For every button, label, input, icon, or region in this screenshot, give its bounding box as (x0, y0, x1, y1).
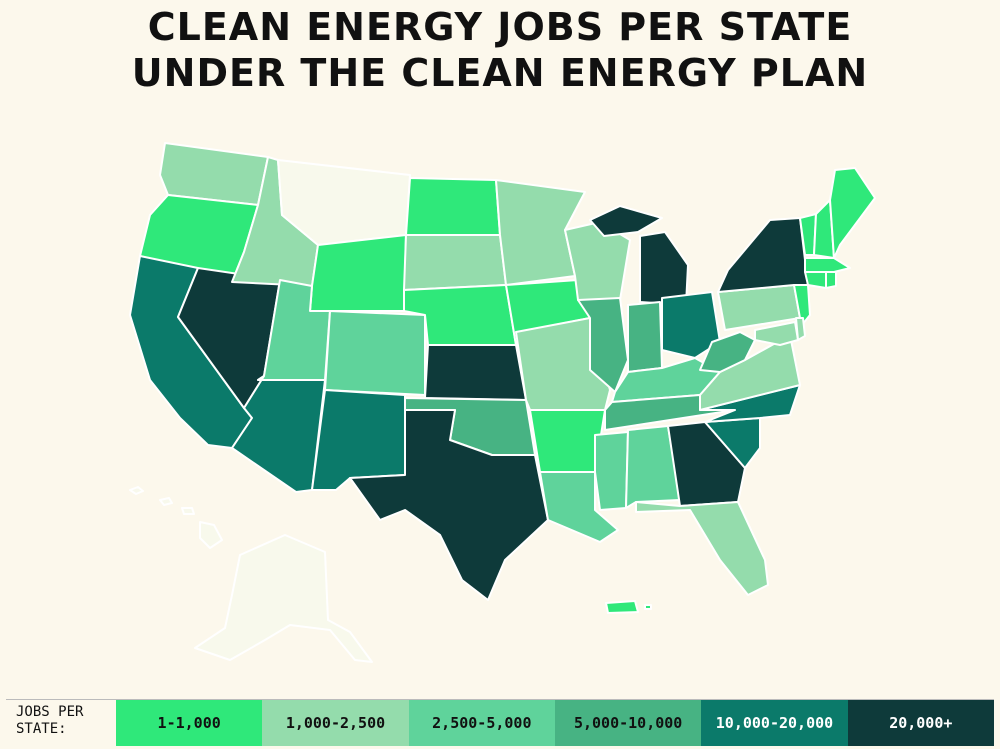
state-west-virginia (699, 331, 756, 373)
legend-bin-5: 10,000-20,000 (701, 700, 848, 746)
legend-bin-4: 5,000-10,000 (554, 700, 702, 746)
state-kansas (424, 344, 527, 401)
state-mississippi (594, 431, 629, 511)
state-indiana (627, 301, 663, 373)
state-maine (829, 167, 876, 259)
legend-label: JOBS PER STATE: (6, 700, 116, 746)
state-florida (635, 501, 769, 596)
state-arkansas (529, 409, 606, 473)
state-hawaii (129, 486, 223, 549)
legend-bin-6: 20,000+ (847, 700, 994, 746)
state-connecticut (804, 271, 827, 289)
state-north-dakota (405, 177, 501, 236)
state-colorado (324, 310, 426, 396)
state-texas (349, 409, 549, 601)
us-choropleth-map (129, 142, 876, 663)
legend-bin-3: 2,500-5,000 (408, 700, 555, 746)
state-rhode-island (825, 271, 837, 289)
title-line-2: UNDER THE CLEAN ENERGY PLAN (131, 51, 869, 95)
map-title: CLEAN ENERGY JOBS PER STATE UNDER THE CL… (0, 4, 1000, 96)
state-alabama (625, 425, 681, 509)
state-south-dakota (403, 234, 507, 291)
legend-bin-1: 1-1,000 (116, 700, 263, 746)
legend-bin-2: 1,000-2,500 (262, 700, 409, 746)
state-michigan (589, 205, 689, 306)
state-maryland (754, 321, 799, 346)
state-wyoming (309, 234, 407, 312)
state-georgia (667, 421, 746, 507)
state-delaware (795, 317, 806, 341)
map-legend: JOBS PER STATE: 1-1,000 1,000-2,500 2,50… (6, 699, 994, 746)
state-new-york (717, 217, 809, 293)
title-line-1: CLEAN ENERGY JOBS PER STATE (147, 5, 853, 49)
state-alaska (194, 534, 373, 663)
state-massachusetts (804, 257, 851, 273)
state-puerto-rico (605, 600, 652, 614)
